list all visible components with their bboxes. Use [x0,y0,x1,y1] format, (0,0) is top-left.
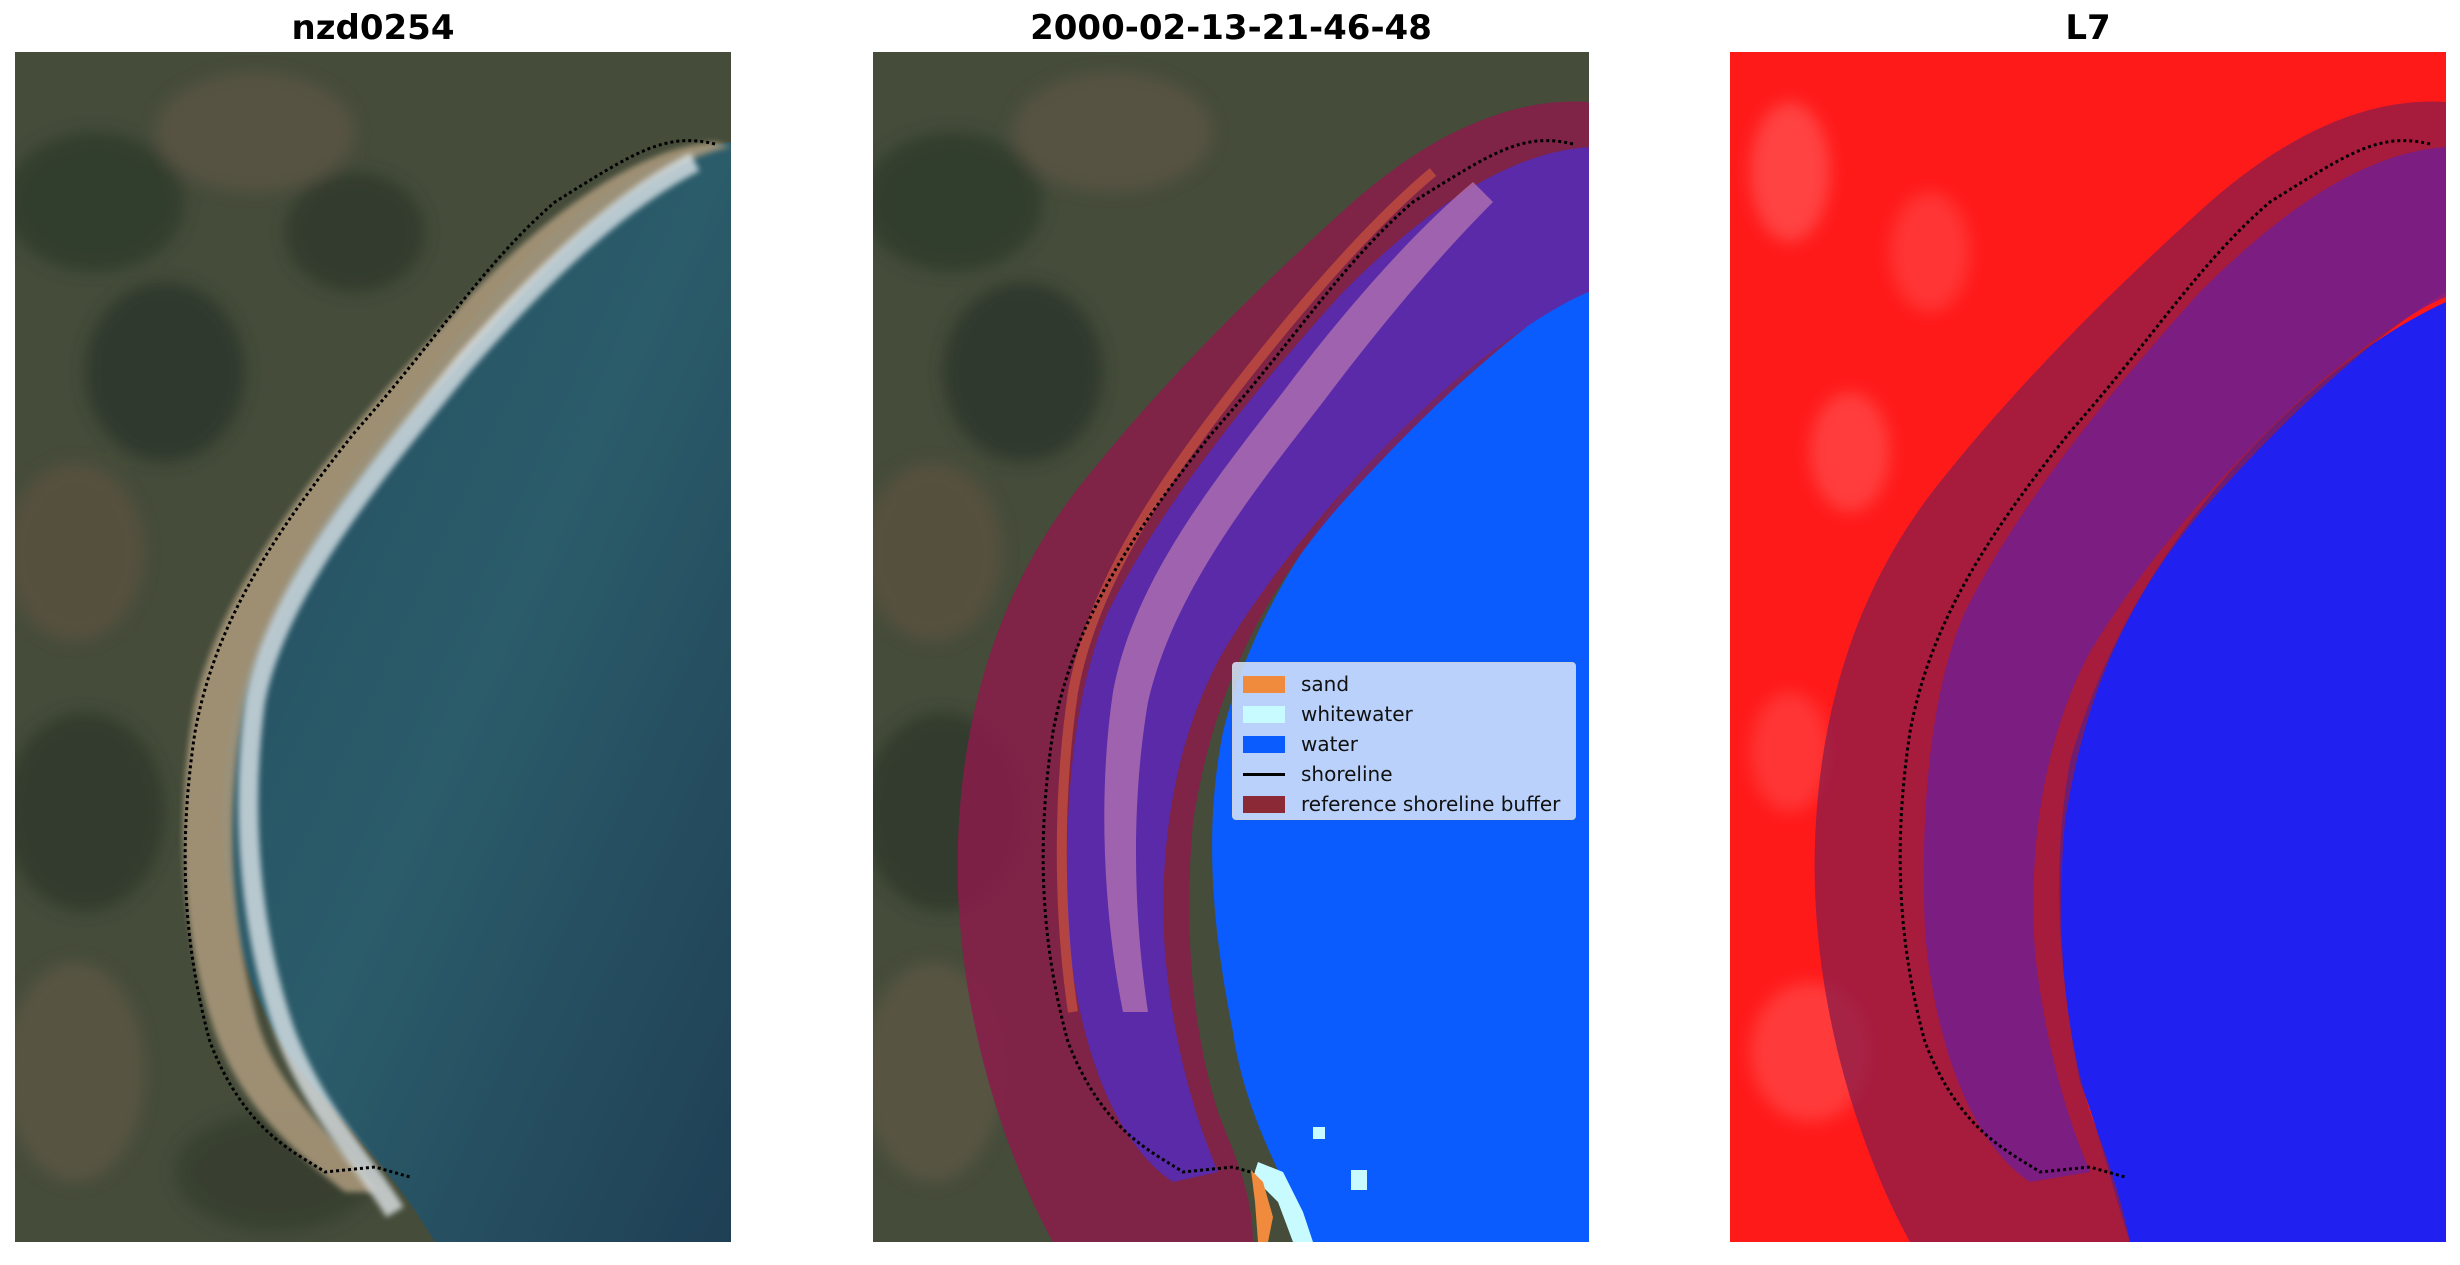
legend-item-sand: sand [1243,669,1565,699]
legend-item-water: water [1243,729,1565,759]
whitewater-swatch [1243,705,1285,723]
panel-title-rgb: nzd0254 [291,8,455,48]
buffer-swatch [1243,795,1285,813]
legend-label: shoreline [1301,762,1393,786]
legend: sand whitewater water shoreline referenc… [1232,662,1576,820]
sand-swatch [1243,675,1285,693]
panel-title-index: L7 [2065,8,2111,48]
water-swatch [1243,735,1285,753]
legend-item-buffer: reference shoreline buffer [1243,789,1565,819]
legend-label: sand [1301,672,1350,696]
legend-item-whitewater: whitewater [1243,699,1565,729]
classification-panel [873,52,1589,1242]
legend-label: reference shoreline buffer [1301,792,1561,816]
panel-title-classification: 2000-02-13-21-46-48 [1030,8,1432,48]
rgb-image [15,52,731,1242]
legend-label: water [1301,732,1358,756]
legend-item-shoreline: shoreline [1243,759,1565,789]
index-panel [1730,52,2446,1242]
rgb-image-panel [15,52,731,1242]
index-image [1730,52,2446,1242]
classification-image [873,52,1589,1242]
shoreline-swatch [1243,772,1285,776]
legend-label: whitewater [1301,702,1413,726]
